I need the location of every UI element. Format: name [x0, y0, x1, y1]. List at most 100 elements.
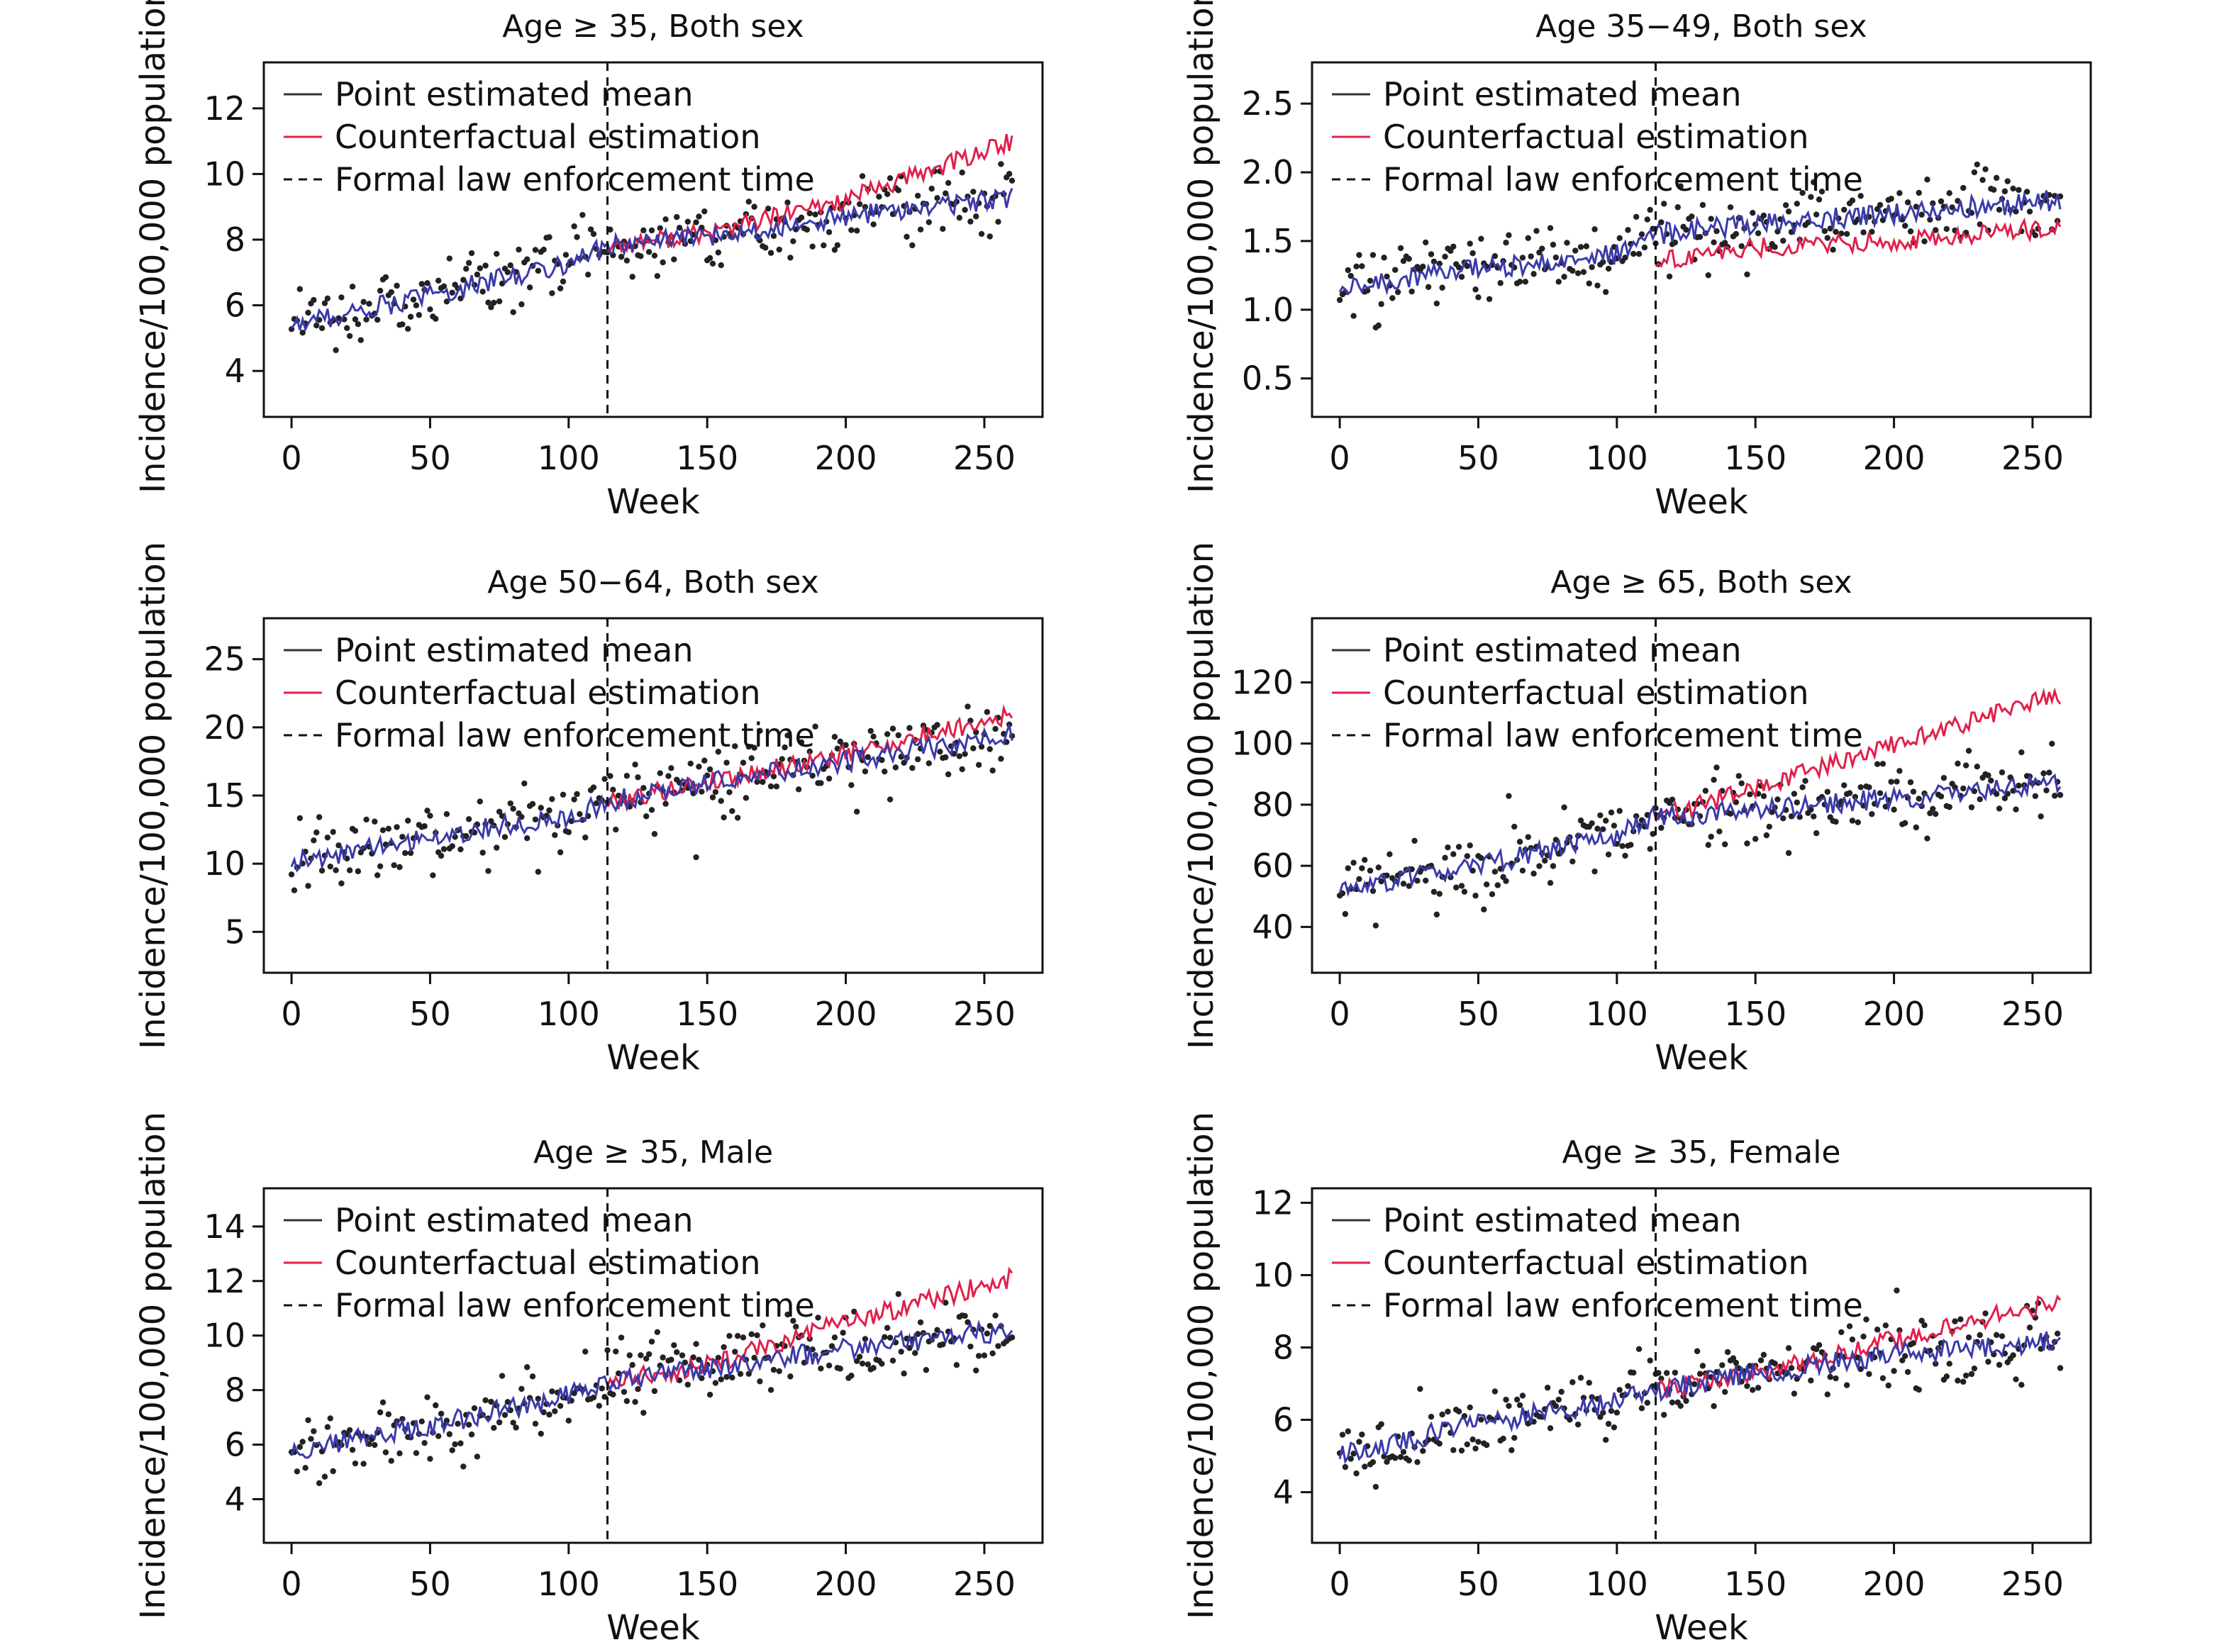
observed-point	[2038, 813, 2044, 820]
plot-frame	[1311, 617, 2092, 974]
observed-point	[346, 1427, 353, 1434]
observed-point	[613, 1348, 619, 1355]
observed-point	[715, 749, 722, 755]
observed-point	[790, 238, 796, 245]
observed-point	[643, 813, 650, 820]
observed-point	[607, 773, 613, 779]
observed-point	[557, 285, 564, 291]
observed-point	[610, 1391, 616, 1397]
x-tick-label: 250	[953, 1565, 1016, 1603]
observed-point	[1733, 799, 1740, 805]
observed-point	[632, 1399, 638, 1405]
observed-point	[632, 761, 638, 768]
observed-point	[372, 818, 378, 825]
observed-point	[1977, 796, 1983, 803]
observed-point	[2026, 1324, 2033, 1331]
observed-point	[1811, 813, 1817, 820]
observed-point	[1494, 882, 1501, 888]
observed-point	[754, 1332, 760, 1339]
observed-point	[313, 322, 320, 329]
observed-point	[1816, 196, 1823, 203]
observed-point	[1362, 856, 1368, 864]
plot-frame	[1311, 61, 2092, 418]
observed-point	[701, 208, 708, 215]
observed-point	[962, 206, 968, 213]
observed-point	[870, 733, 877, 740]
observed-point	[674, 213, 680, 221]
observed-point	[2001, 795, 2008, 802]
observed-point	[1392, 1455, 1399, 1461]
observed-point	[662, 216, 669, 223]
observed-point	[1525, 834, 1531, 840]
observed-point	[660, 1354, 666, 1361]
observed-point	[416, 312, 423, 318]
observed-point	[1857, 193, 1864, 199]
observed-point	[1528, 253, 1534, 259]
observed-point	[1993, 1332, 2000, 1339]
observed-point	[895, 732, 902, 739]
observed-point	[1414, 1458, 1421, 1466]
observed-point	[2046, 769, 2052, 776]
observed-point	[1708, 833, 1714, 840]
observed-point	[1677, 183, 1684, 189]
observed-point	[449, 843, 455, 849]
observed-point	[1716, 828, 1723, 835]
observed-point	[1996, 206, 2003, 213]
observed-point	[1439, 284, 1445, 291]
observed-point	[2013, 208, 2019, 215]
observed-point	[1879, 1375, 1886, 1382]
observed-point	[540, 1409, 547, 1416]
observed-point	[352, 827, 359, 835]
observed-point	[433, 316, 439, 322]
observed-point	[1744, 1383, 1750, 1390]
observed-point	[984, 709, 991, 715]
observed-point	[668, 765, 674, 771]
x-tick-label: 50	[409, 439, 451, 477]
observed-point	[321, 1473, 328, 1480]
observed-point	[1658, 1375, 1665, 1382]
observed-point	[1738, 780, 1745, 787]
observed-point	[2057, 792, 2064, 798]
observed-point	[657, 225, 663, 232]
observed-point	[1428, 1414, 1435, 1420]
observed-point	[404, 817, 411, 824]
observed-point	[460, 1463, 467, 1470]
y-tick-label: 40	[1252, 908, 1294, 946]
observed-point	[532, 1420, 539, 1427]
observed-point	[524, 256, 530, 262]
observed-point	[546, 807, 552, 814]
observed-point	[943, 754, 949, 761]
observed-point	[1428, 251, 1435, 257]
observed-point	[1628, 842, 1634, 848]
x-tick-label: 0	[1329, 995, 1350, 1033]
observed-point	[973, 729, 979, 735]
y-tick-label: 4	[1273, 1473, 1294, 1512]
observed-point	[998, 161, 1004, 167]
observed-point	[654, 273, 661, 279]
observed-point	[1733, 1359, 1740, 1366]
observed-point	[1516, 839, 1523, 845]
observed-point	[895, 187, 902, 194]
observed-point	[737, 1371, 744, 1377]
observed-point	[1808, 1377, 1814, 1384]
observed-point	[2018, 1382, 2025, 1388]
observed-point	[793, 1324, 799, 1330]
observed-point	[377, 287, 384, 294]
observed-point	[1420, 1448, 1426, 1454]
observed-point	[1879, 761, 1886, 767]
observed-point	[1497, 280, 1504, 286]
observed-point	[1567, 1417, 1573, 1423]
observed-point	[906, 725, 913, 731]
observed-point	[565, 829, 572, 835]
observed-point	[385, 825, 392, 832]
observed-point	[784, 199, 791, 206]
observed-point	[965, 703, 971, 710]
chart-panel-2: Age 35−49, Both sex 0 50 100 150 200 250 0.5 1.0…	[1182, 0, 2092, 522]
observed-point	[1608, 809, 1615, 816]
observed-point	[1378, 878, 1384, 885]
observed-point	[1586, 280, 1592, 286]
observed-point	[1901, 1353, 1908, 1359]
observed-point	[399, 834, 406, 840]
observed-point	[1519, 255, 1526, 261]
observed-point	[496, 1419, 503, 1426]
